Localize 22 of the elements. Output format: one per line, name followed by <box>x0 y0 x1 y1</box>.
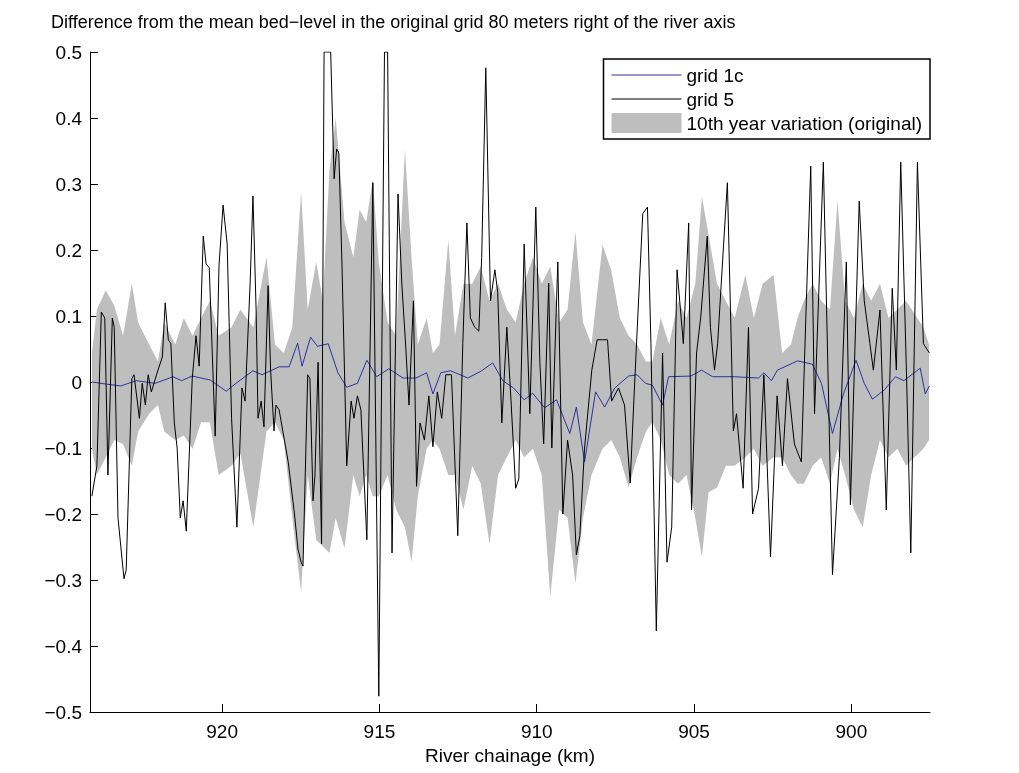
y-tick-label: −0.4 <box>44 635 83 657</box>
chart-title: Difference from the mean bed−level in the original grid 80 meters right of the river axis <box>51 12 736 32</box>
line-series <box>91 336 930 463</box>
y-tick-label: −0.2 <box>44 503 82 525</box>
y-tick-label: −0.5 <box>44 701 82 723</box>
y-tick-label: 0.4 <box>55 107 83 129</box>
y-tick-label: −0.3 <box>44 569 82 591</box>
x-tick-label: 905 <box>678 721 710 742</box>
y-tick-label: 0.1 <box>55 305 82 327</box>
y-tick-label: 0.3 <box>55 173 82 195</box>
legend-label: grid 5 <box>686 88 735 110</box>
y-tick-label: 0.5 <box>55 41 82 63</box>
legend-label: grid 1c <box>686 64 744 86</box>
legend-label: 10th year variation (original) <box>686 112 923 134</box>
x-tick-label: 910 <box>520 721 553 742</box>
x-tick-label: 900 <box>835 721 868 742</box>
y-tick-label: 0.2 <box>55 239 82 261</box>
y-tick-label: 0 <box>71 371 82 393</box>
x-tick-label: 915 <box>363 721 396 742</box>
x-tick-label: 920 <box>206 721 238 742</box>
x-axis-title: River chainage (km) <box>425 744 595 766</box>
y-tick-label: −0.1 <box>44 437 82 459</box>
